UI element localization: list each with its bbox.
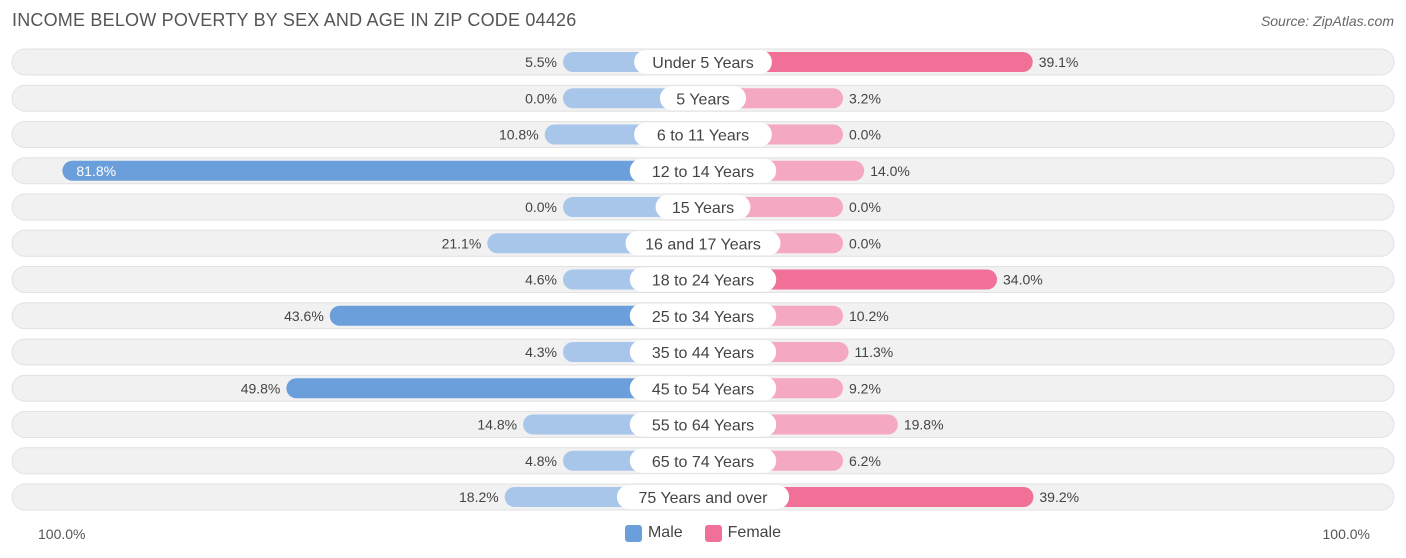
data-label-female: 6.2% xyxy=(849,453,881,469)
legend-label-male: Male xyxy=(647,524,683,541)
chart-svg: 5.5% 39.1% Under 5 Years 0.0% 3.2% 5 Years 10.… xyxy=(11,48,1395,511)
bar-female xyxy=(703,52,1033,72)
category-label: 65 to 74 Years xyxy=(652,454,754,471)
category-pill xyxy=(616,485,790,509)
bar-male xyxy=(62,160,703,181)
data-label-male: 43.6% xyxy=(284,308,324,324)
data-label-male: 18.2% xyxy=(459,489,499,505)
data-label-female: 0.0% xyxy=(849,127,881,143)
axis-left-label: 100.0% xyxy=(38,526,86,542)
legend-label-female: Female xyxy=(727,524,782,541)
data-label-male: 4.6% xyxy=(525,272,557,288)
category-label: Under 5 Years xyxy=(652,55,753,72)
data-label-female: 10.2% xyxy=(849,308,889,324)
data-label-male: 81.8% xyxy=(76,163,116,179)
category-pill xyxy=(634,122,772,147)
legend-swatch-female xyxy=(704,524,722,542)
category-pill xyxy=(629,340,777,364)
legend-item-female[interactable]: Female xyxy=(704,524,782,542)
category-label: 5 Years xyxy=(676,91,729,108)
category-label: 25 to 34 Years xyxy=(652,309,754,326)
data-label-male: 5.5% xyxy=(525,54,557,70)
data-label-female: 39.2% xyxy=(1039,489,1079,505)
data-label-female: 19.8% xyxy=(904,417,944,433)
legend: Male Female xyxy=(0,524,1406,542)
category-label: 6 to 11 Years xyxy=(657,128,749,145)
category-label: 18 to 24 Years xyxy=(652,273,754,290)
category-pill xyxy=(629,412,777,437)
category-label: 12 to 14 Years xyxy=(652,164,754,181)
category-label: 16 and 17 Years xyxy=(645,236,761,253)
data-label-male: 10.8% xyxy=(499,127,539,143)
category-pill xyxy=(629,376,777,401)
bar-male xyxy=(329,305,703,326)
category-label: 55 to 64 Years xyxy=(652,418,754,435)
category-pill xyxy=(629,448,777,473)
axis-right-label: 100.0% xyxy=(1322,526,1370,542)
category-pill xyxy=(629,267,777,292)
data-label-male: 4.3% xyxy=(525,344,557,360)
category-label: 15 Years xyxy=(672,200,734,217)
data-label-female: 3.2% xyxy=(849,90,881,106)
data-label-female: 0.0% xyxy=(849,199,881,215)
category-label: 45 to 54 Years xyxy=(652,381,754,398)
data-label-male: 14.8% xyxy=(477,417,517,433)
category-pill xyxy=(634,50,772,74)
data-label-female: 9.2% xyxy=(849,380,881,396)
legend-item-male[interactable]: Male xyxy=(624,524,683,542)
category-pill xyxy=(659,86,747,111)
data-label-male: 21.1% xyxy=(442,235,482,251)
data-label-female: 14.0% xyxy=(870,163,910,179)
data-label-female: 34.0% xyxy=(1003,272,1043,288)
source-label: Source: ZipAtlas.com xyxy=(1260,13,1394,29)
category-label: 75 Years and over xyxy=(639,490,769,507)
data-label-male: 0.0% xyxy=(525,199,557,215)
legend-swatch-male xyxy=(624,524,642,542)
data-label-female: 11.3% xyxy=(855,344,894,360)
category-label: 35 to 44 Years xyxy=(652,345,754,362)
category-pill xyxy=(629,158,777,183)
category-pill xyxy=(629,303,777,328)
data-label-male: 0.0% xyxy=(525,90,557,106)
chart-title: INCOME BELOW POVERTY BY SEX AND AGE IN Z… xyxy=(12,10,577,30)
bar-female xyxy=(703,269,997,290)
category-pill xyxy=(625,231,781,256)
bar-male xyxy=(286,378,703,399)
category-pill xyxy=(655,195,751,219)
data-label-male: 49.8% xyxy=(241,380,281,396)
data-label-female: 39.1% xyxy=(1039,54,1079,70)
data-label-female: 0.0% xyxy=(849,235,881,251)
data-label-male: 4.8% xyxy=(525,453,557,469)
